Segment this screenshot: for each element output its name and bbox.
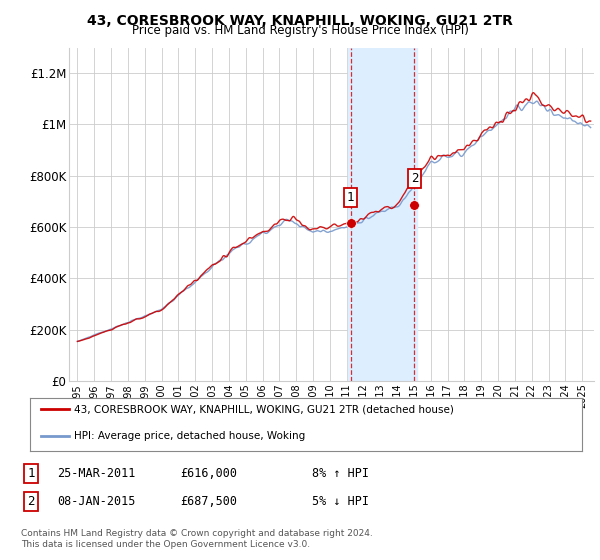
Text: 43, CORESBROOK WAY, KNAPHILL, WOKING, GU21 2TR: 43, CORESBROOK WAY, KNAPHILL, WOKING, GU…: [87, 14, 513, 28]
Text: 1: 1: [347, 191, 354, 204]
Text: 25-MAR-2011: 25-MAR-2011: [57, 466, 136, 480]
Text: 8% ↑ HPI: 8% ↑ HPI: [312, 466, 369, 480]
Text: Price paid vs. HM Land Registry's House Price Index (HPI): Price paid vs. HM Land Registry's House …: [131, 24, 469, 36]
Text: HPI: Average price, detached house, Woking: HPI: Average price, detached house, Woki…: [74, 431, 305, 441]
Text: This data is licensed under the Open Government Licence v3.0.: This data is licensed under the Open Gov…: [21, 540, 310, 549]
Text: Contains HM Land Registry data © Crown copyright and database right 2024.: Contains HM Land Registry data © Crown c…: [21, 529, 373, 538]
Text: 2: 2: [411, 172, 418, 185]
Text: 1: 1: [28, 466, 35, 480]
Text: £687,500: £687,500: [180, 494, 237, 508]
Text: £616,000: £616,000: [180, 466, 237, 480]
Text: 43, CORESBROOK WAY, KNAPHILL, WOKING, GU21 2TR (detached house): 43, CORESBROOK WAY, KNAPHILL, WOKING, GU…: [74, 404, 454, 414]
Text: 5% ↓ HPI: 5% ↓ HPI: [312, 494, 369, 508]
Bar: [349, 48, 418, 381]
Text: 08-JAN-2015: 08-JAN-2015: [57, 494, 136, 508]
Text: 2: 2: [28, 494, 35, 508]
